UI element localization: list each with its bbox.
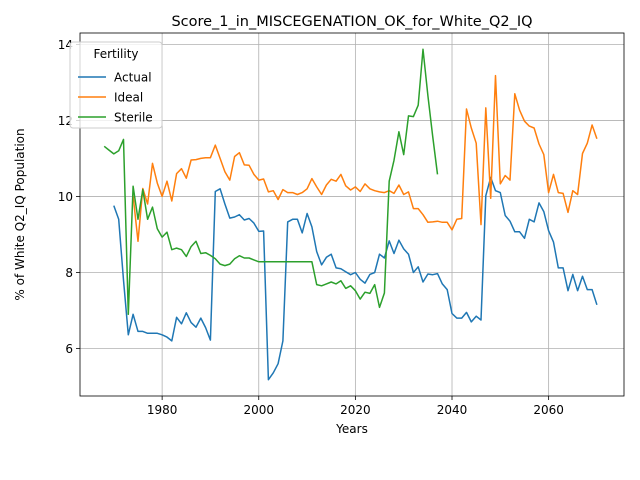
series-line-actual <box>113 176 598 381</box>
x-tick-label: 2040 <box>437 403 468 417</box>
legend-box <box>69 41 163 129</box>
y-tick-label: 8 <box>65 266 73 280</box>
y-tick-label: 14 <box>58 38 73 52</box>
legend-title: Fertility <box>93 47 138 61</box>
chart-title: Score_1_in_MISCEGENATION_OK_for_White_Q2… <box>171 14 532 30</box>
legend: Fertility Actual Ideal Sterile <box>69 41 163 129</box>
y-axis-title: % of White Q2_IQ Population <box>13 128 27 300</box>
series-line-ideal <box>132 74 598 243</box>
x-tick-label: 2060 <box>533 403 564 417</box>
x-tick-label: 1980 <box>147 403 178 417</box>
series-line-sterile <box>103 48 439 316</box>
y-tick-label: 10 <box>58 190 73 204</box>
x-axis-title: Years <box>335 422 368 436</box>
y-tick-label: 6 <box>65 342 73 356</box>
series-lines <box>103 48 598 381</box>
plot-frame <box>79 32 625 397</box>
y-tick-label: 12 <box>58 114 73 128</box>
grid <box>80 33 624 396</box>
axis-ticks: 1980 2000 2020 2040 2060 6 8 10 12 14 <box>58 38 564 417</box>
x-tick-label: 2000 <box>243 403 274 417</box>
legend-label-ideal: Ideal <box>114 91 143 105</box>
legend-label-sterile: Sterile <box>114 111 153 125</box>
x-tick-label: 2020 <box>340 403 371 417</box>
legend-label-actual: Actual <box>114 71 152 85</box>
